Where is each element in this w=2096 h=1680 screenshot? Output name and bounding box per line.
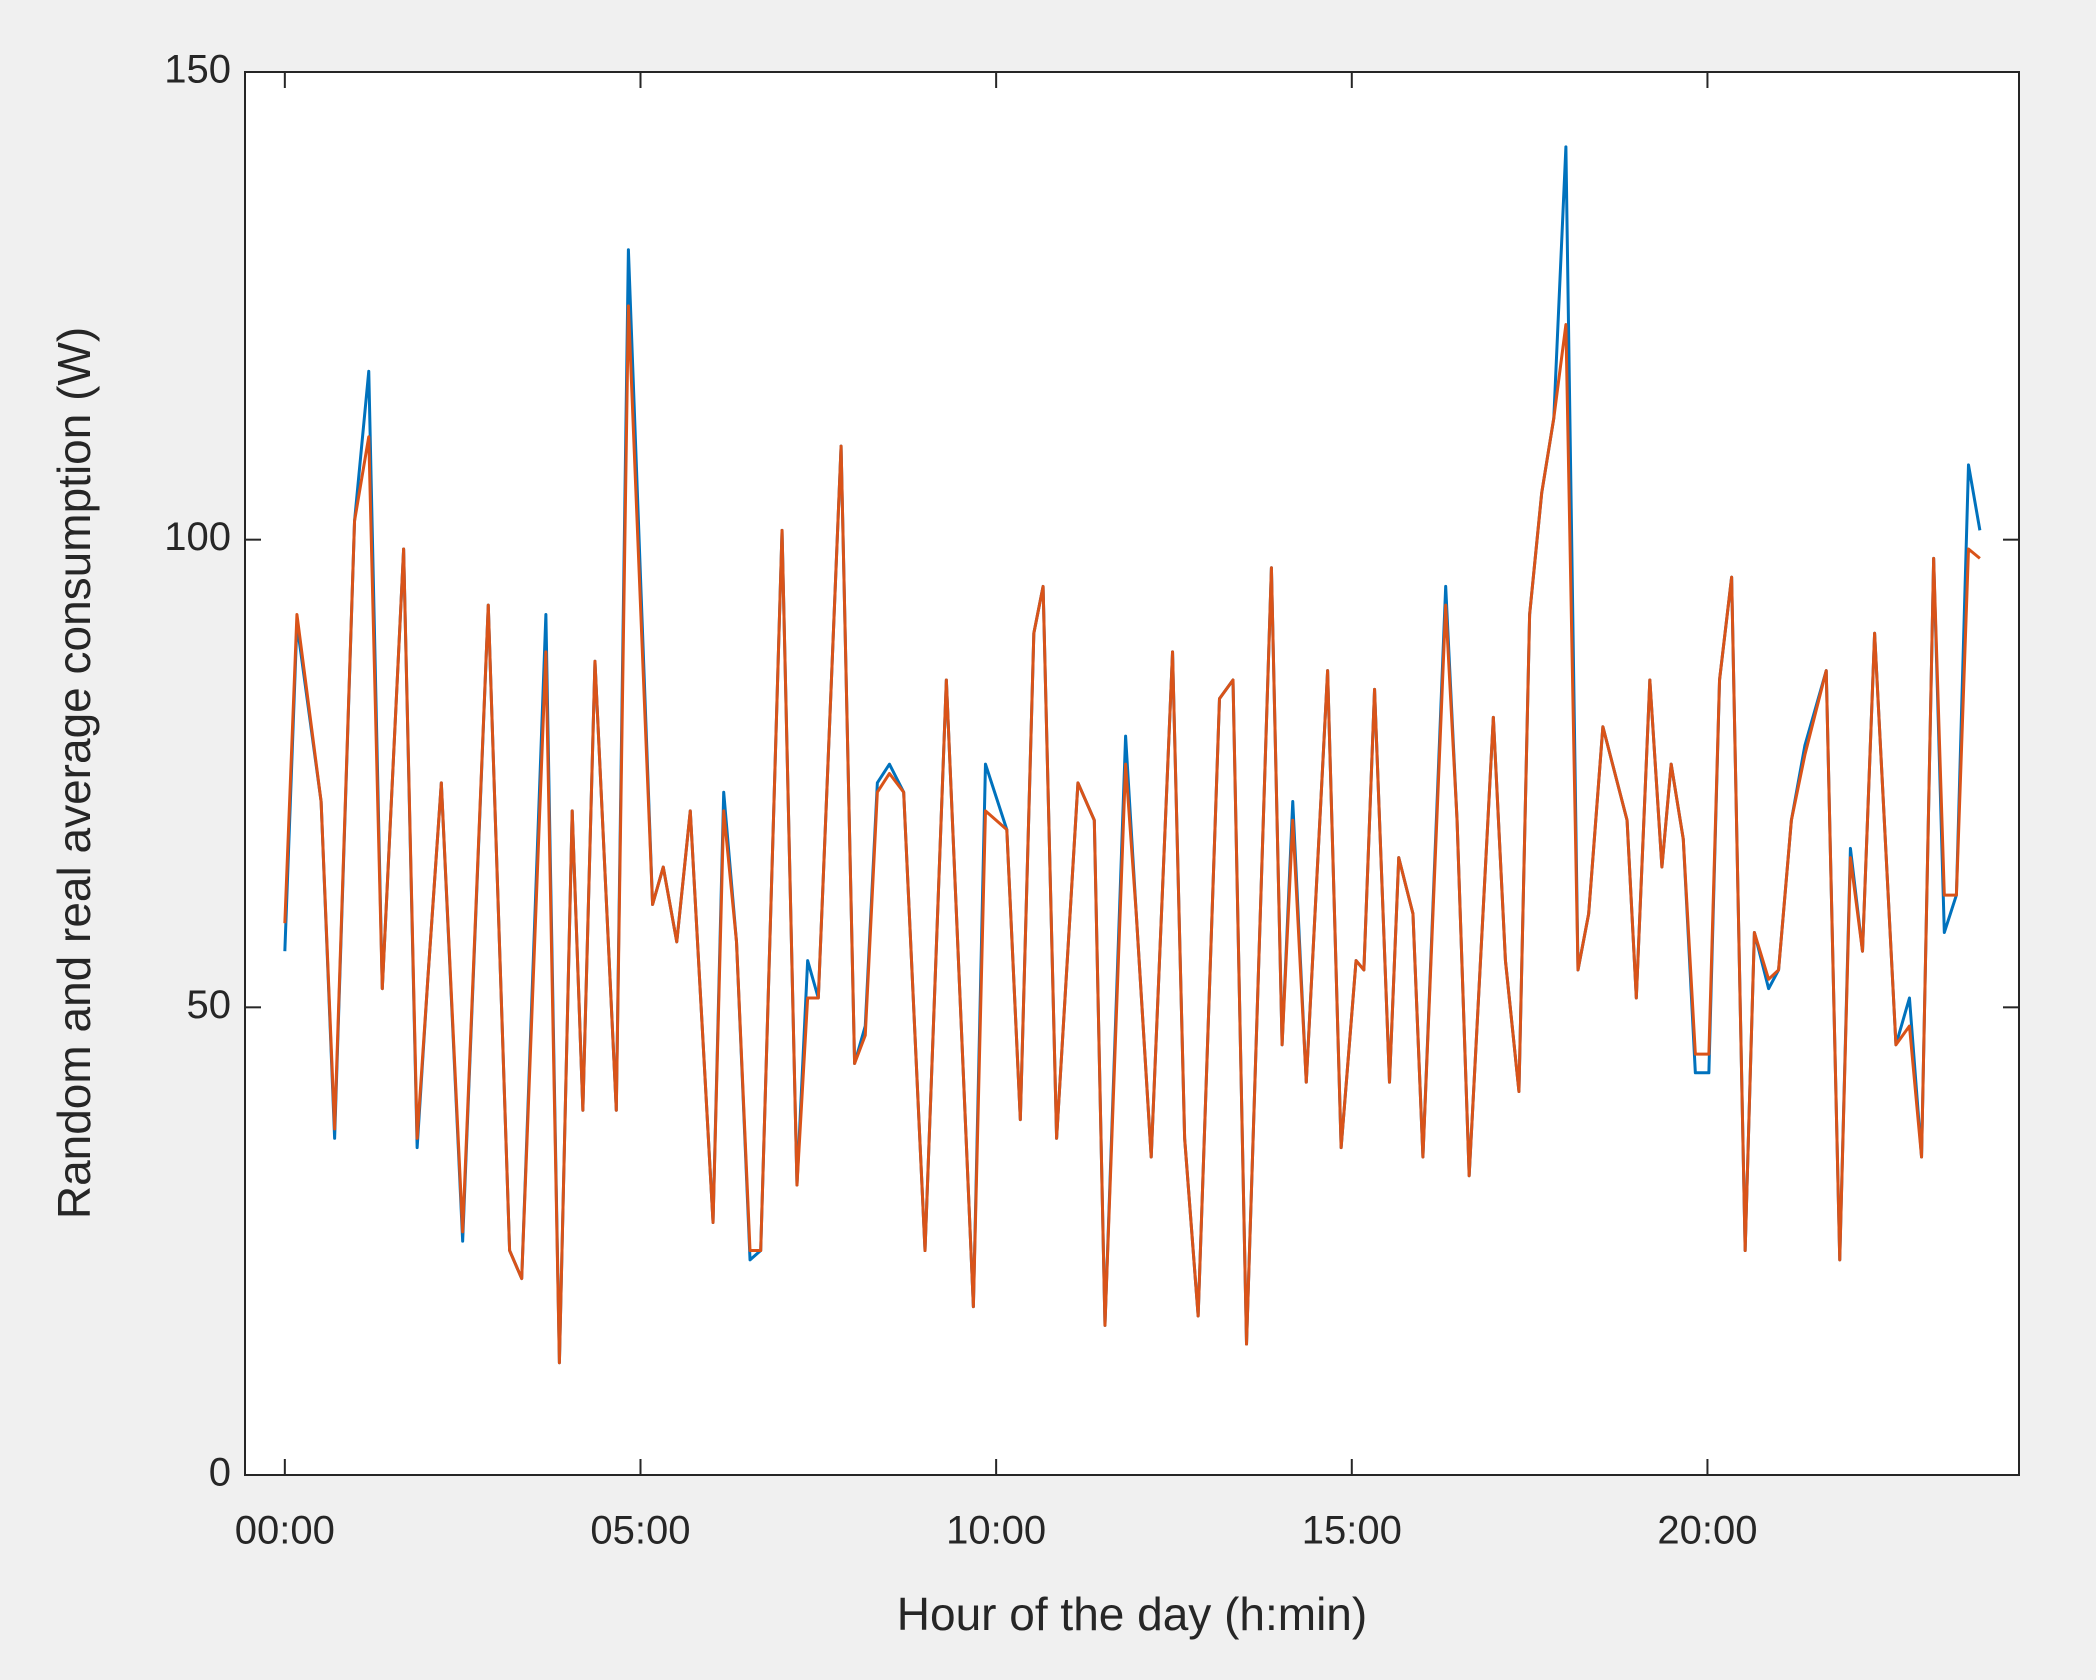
x-tick-label: 10:00	[946, 1509, 1046, 1553]
x-tick-label: 15:00	[1302, 1509, 1402, 1553]
x-tick-label: 05:00	[590, 1509, 690, 1553]
line-series	[283, 304, 1981, 1365]
axes-box	[244, 71, 2020, 1476]
x-tick-label: 00:00	[235, 1509, 335, 1553]
plot-area	[245, 72, 2019, 1475]
y-tick-label: 100	[164, 515, 231, 559]
y-axis-label: Random and real average consumption (W)	[48, 327, 100, 1219]
x-tick-label: 20:00	[1657, 1509, 1757, 1553]
y-tick-label: 50	[187, 983, 232, 1027]
y-tick-label: 0	[209, 1451, 231, 1495]
x-axis-label: Hour of the day (h:min)	[897, 1588, 1367, 1640]
y-tick-label: 150	[164, 48, 231, 92]
